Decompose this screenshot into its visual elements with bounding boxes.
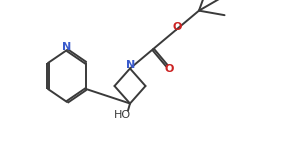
- Text: N: N: [62, 42, 72, 52]
- Text: N: N: [126, 60, 135, 70]
- Text: O: O: [173, 22, 182, 32]
- Text: O: O: [164, 64, 174, 74]
- Text: HO: HO: [113, 109, 131, 119]
